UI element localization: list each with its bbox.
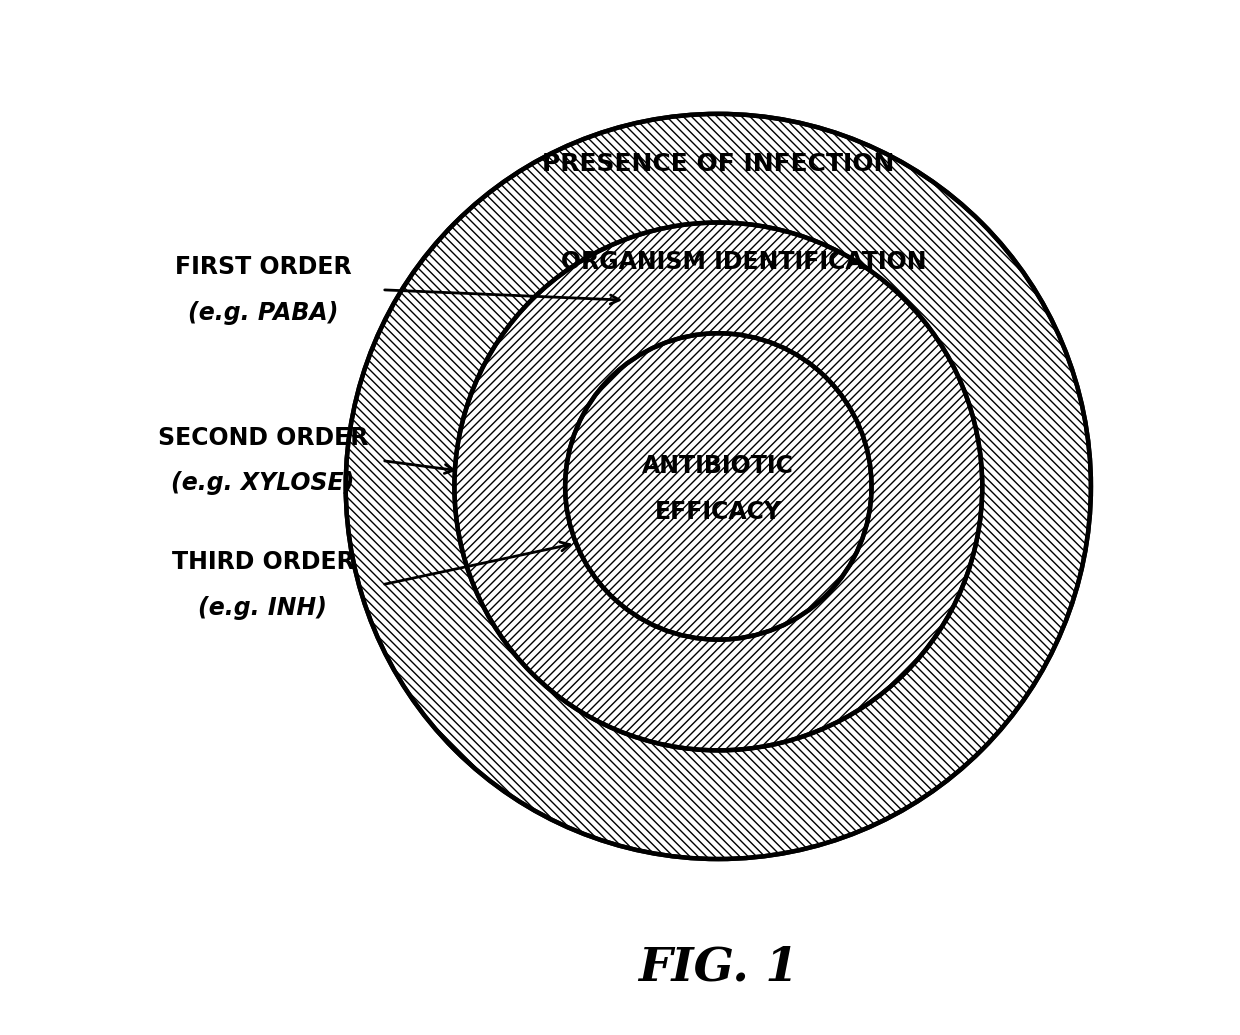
Circle shape: [454, 223, 982, 750]
Circle shape: [346, 114, 1091, 859]
Text: (e.g. INH): (e.g. INH): [198, 595, 327, 620]
Text: PRESENCE OF INFECTION: PRESENCE OF INFECTION: [542, 151, 894, 176]
Text: EFFICACY: EFFICACY: [655, 500, 782, 525]
Text: ANTIBIOTIC: ANTIBIOTIC: [642, 453, 795, 478]
Text: THIRD ORDER: THIRD ORDER: [171, 550, 355, 574]
Circle shape: [565, 333, 872, 640]
Text: FIG. 1: FIG. 1: [639, 945, 799, 990]
Text: ORGANISM IDENTIFICATION: ORGANISM IDENTIFICATION: [562, 249, 928, 274]
Text: (e.g. PABA): (e.g. PABA): [187, 300, 339, 325]
Text: FIRST ORDER: FIRST ORDER: [175, 255, 351, 279]
Text: (e.g. XYLOSE): (e.g. XYLOSE): [171, 471, 355, 496]
Text: SECOND ORDER: SECOND ORDER: [157, 425, 368, 450]
